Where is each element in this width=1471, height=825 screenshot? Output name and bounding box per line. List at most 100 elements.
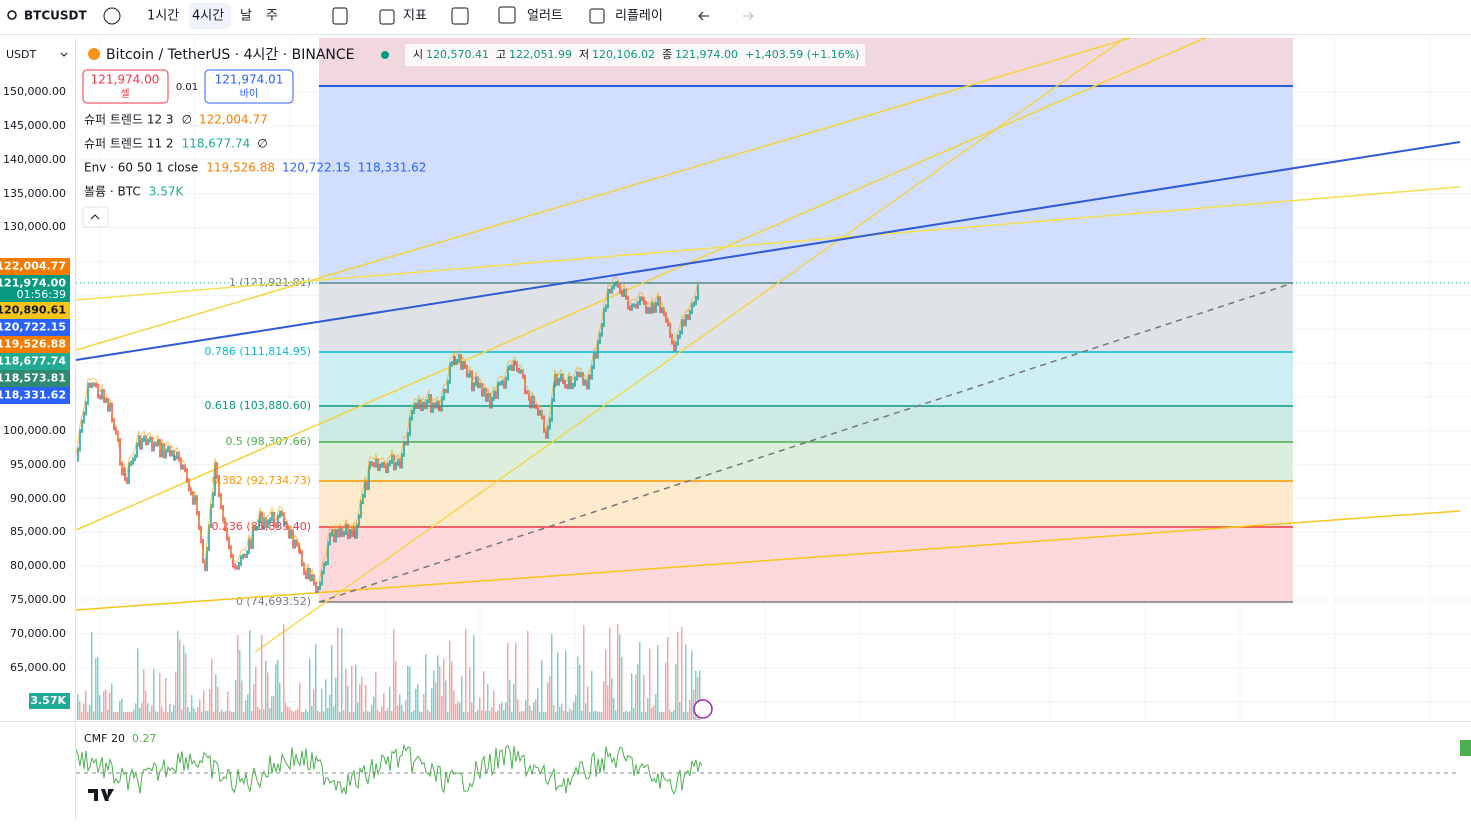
price-badge <box>0 275 70 302</box>
interval[interactable]: 1시간 <box>147 9 179 24</box>
sell-label: 셀 <box>120 88 129 100</box>
volume-bar <box>363 711 365 720</box>
symbol-box[interactable] <box>3 3 91 29</box>
volume-bar <box>333 706 335 720</box>
interval[interactable]: 주 <box>266 9 278 24</box>
volume-bar <box>619 634 621 720</box>
volume-bar <box>473 634 475 720</box>
volume-bar <box>183 645 185 720</box>
toolbar-icon[interactable] <box>451 7 469 25</box>
volume-bar <box>563 710 565 720</box>
chart-layer: 1 (121,921.81)0.786 (111,814.95)0.618 (1… <box>75 37 1471 796</box>
volume-bar <box>269 708 271 720</box>
sell-btn[interactable] <box>82 69 169 104</box>
toolbar-icon[interactable] <box>589 8 605 24</box>
volume-bar <box>227 691 229 720</box>
volume-bar <box>201 712 203 720</box>
volume-bar <box>633 708 635 720</box>
volume-bar <box>211 658 213 720</box>
volume-bar <box>533 702 535 720</box>
replay-btn[interactable]: 리플레이 <box>615 9 663 24</box>
volume-bar <box>99 695 101 720</box>
symbol[interactable]: BTCUSDT <box>24 9 87 23</box>
volume-bar <box>673 710 675 720</box>
toolbar-icon[interactable] <box>379 9 395 25</box>
fib-zone <box>319 442 1293 481</box>
volume-bar <box>447 711 449 720</box>
volume-bar <box>399 694 401 720</box>
volume-bar <box>191 695 193 720</box>
volume-bar <box>331 645 333 720</box>
volume-bar <box>663 711 665 720</box>
volume-bar <box>587 686 589 720</box>
alert-btn[interactable]: 얼러트 <box>527 9 563 24</box>
volume-bar <box>229 710 231 720</box>
volume-bar <box>125 711 127 720</box>
volume-bar <box>495 711 497 720</box>
volume-bar <box>525 699 527 720</box>
buy-btn[interactable] <box>204 69 294 104</box>
volume-bar <box>151 705 153 720</box>
volume-bar <box>245 700 247 720</box>
indicator-value: 3.57K <box>149 185 185 199</box>
volume-bar <box>193 708 195 720</box>
volume-bar <box>123 711 125 720</box>
undo-icon[interactable] <box>698 11 709 21</box>
logo <box>88 789 114 801</box>
price-tick: 150,000.00 <box>3 85 66 98</box>
buy-price: 121,974.01 <box>215 73 284 87</box>
volume-bar <box>389 686 391 720</box>
collapse-btn[interactable] <box>82 206 109 228</box>
volume-bar <box>423 694 425 720</box>
trend-line <box>75 141 1461 361</box>
volume-bar <box>149 711 151 720</box>
volume-bar <box>249 630 251 720</box>
redo-icon[interactable] <box>743 11 754 21</box>
volume-bar <box>203 690 205 720</box>
volume-bar <box>355 664 357 720</box>
volume-bar <box>251 710 253 720</box>
volume-bar <box>385 710 387 720</box>
volume-bar <box>189 711 191 720</box>
indicators-btn[interactable]: 지표 <box>403 9 427 24</box>
volume-bar <box>247 694 249 720</box>
volume-bar <box>453 690 455 720</box>
volume-bar <box>409 666 411 720</box>
volume-bar <box>129 711 131 720</box>
price-tick: 85,000.00 <box>10 525 66 538</box>
volume-bar <box>383 693 385 720</box>
price-badge-text: 118,573.81 <box>0 372 66 385</box>
volume-bar <box>501 702 503 720</box>
volume-bar <box>431 688 433 720</box>
volume-bar <box>273 696 275 720</box>
volume-bar <box>199 699 201 720</box>
volume-bar <box>77 693 79 720</box>
volume-bar <box>695 670 697 720</box>
volume-bar <box>259 709 261 720</box>
volume-bar <box>271 696 273 720</box>
volume-bar <box>407 665 409 720</box>
ohlc-label: 종 <box>662 48 672 61</box>
volume-bar <box>627 711 629 720</box>
volume-bar <box>179 639 181 720</box>
bolt-icon[interactable] <box>693 699 713 719</box>
interval[interactable]: 날 <box>240 9 252 24</box>
volume-bar <box>375 671 377 720</box>
trend-line <box>75 510 1461 611</box>
volume-bar <box>615 710 617 720</box>
interval[interactable]: 4시간 <box>192 9 224 24</box>
indicator-value: 120,722.15 <box>282 161 351 175</box>
sell-price: 121,974.00 <box>91 73 160 87</box>
volume-bar <box>479 697 481 720</box>
volume-bar <box>291 710 293 720</box>
toolbar-icon[interactable] <box>332 7 348 25</box>
volume-bar <box>515 642 517 720</box>
spread: 0.01 <box>176 82 198 93</box>
currency[interactable]: USDT <box>6 48 37 61</box>
volume-bar <box>163 712 165 720</box>
volume-bar <box>509 679 511 720</box>
add-icon[interactable] <box>103 7 121 25</box>
toolbar-icon[interactable] <box>498 6 516 24</box>
chevron <box>60 52 68 57</box>
volume-bar <box>443 658 445 720</box>
